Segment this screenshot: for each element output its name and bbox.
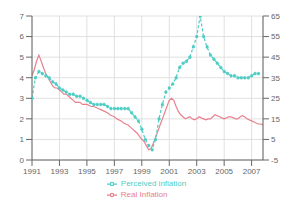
- svg-text:2: 2: [20, 115, 25, 124]
- svg-text:7: 7: [20, 12, 25, 21]
- svg-text:2007: 2007: [243, 167, 261, 176]
- svg-text:-5: -5: [271, 156, 279, 165]
- svg-text:45: 45: [271, 53, 280, 62]
- html-text:Perceived inflation: Perceived inflation: [120, 179, 187, 188]
- svg-text:6: 6: [20, 32, 25, 41]
- svg-text:1997: 1997: [105, 167, 123, 176]
- svg-text:1993: 1993: [51, 167, 69, 176]
- svg-text:2005: 2005: [215, 167, 233, 176]
- svg-text:25: 25: [271, 94, 280, 103]
- svg-text:1995: 1995: [78, 167, 96, 176]
- svg-text:35: 35: [271, 74, 280, 83]
- svg-text:5: 5: [271, 135, 276, 144]
- svg-text:1999: 1999: [133, 167, 151, 176]
- svg-text:2003: 2003: [188, 167, 206, 176]
- svg-text:65: 65: [271, 12, 280, 21]
- svg-text:1991: 1991: [23, 167, 41, 176]
- svg-text:1: 1: [20, 135, 25, 144]
- svg-text:0: 0: [20, 156, 25, 165]
- svg-text:5: 5: [20, 53, 25, 62]
- html-text:Real Inflation: Real Inflation: [120, 190, 168, 199]
- svg-text:4: 4: [20, 74, 25, 83]
- svg-text:15: 15: [271, 115, 280, 124]
- svg-text:2001: 2001: [160, 167, 178, 176]
- svg-text:55: 55: [271, 32, 280, 41]
- svg-text:3: 3: [20, 94, 25, 103]
